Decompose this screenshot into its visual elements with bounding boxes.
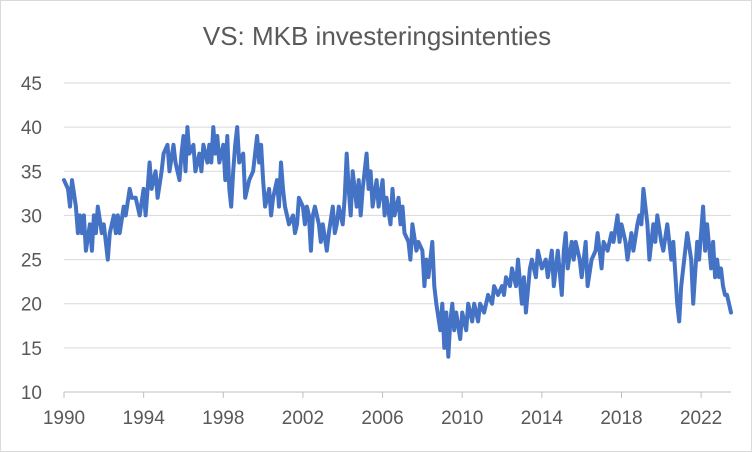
tick-labels: 10 15 20 25 30 35 40 45 1990 1994 1998 2002 2006 2010… — [21, 74, 722, 429]
x-tick-label-2018: 2018 — [600, 408, 642, 429]
y-tick-label-25: 25 — [21, 251, 42, 272]
y-tick-label-35: 35 — [21, 162, 42, 183]
y-tick-label-30: 30 — [21, 206, 42, 227]
y-tick-label-45: 45 — [21, 74, 42, 95]
x-tick-label-2002: 2002 — [282, 408, 324, 429]
x-tick-label-2010: 2010 — [441, 408, 483, 429]
x-tick-label-2014: 2014 — [521, 408, 564, 429]
y-tick-label-20: 20 — [21, 295, 42, 316]
x-tick-label-1994: 1994 — [123, 408, 166, 429]
gridlines — [64, 82, 731, 349]
y-tick-label-10: 10 — [21, 383, 42, 404]
y-tick-label-15: 15 — [21, 339, 42, 360]
chart-title: VS: MKB investeringsintenties — [202, 21, 552, 51]
y-tick-label-40: 40 — [21, 118, 42, 139]
series-line-0 — [62, 125, 733, 359]
x-tick-label-1990: 1990 — [43, 408, 85, 429]
series-layer — [62, 125, 733, 359]
axes — [63, 391, 731, 398]
x-tick-label-2006: 2006 — [361, 408, 403, 429]
x-tick-label-2022: 2022 — [680, 408, 722, 429]
x-tick-label-1998: 1998 — [202, 408, 244, 429]
